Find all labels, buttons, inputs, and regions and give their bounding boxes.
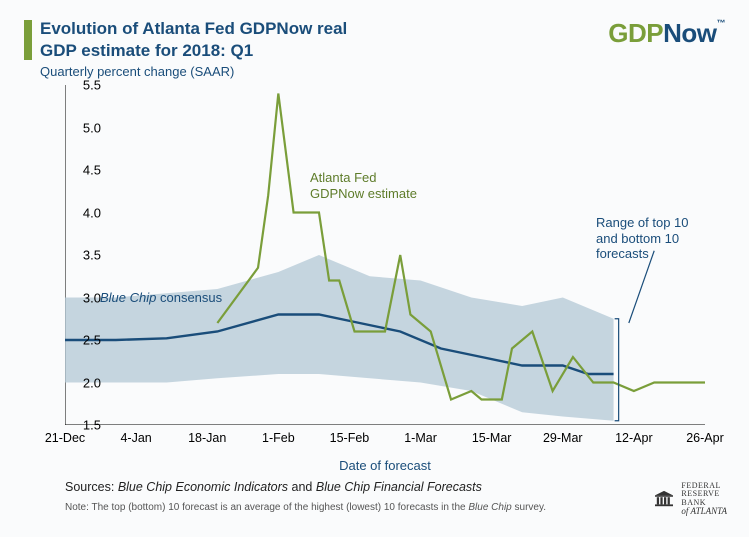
chart-annotation: Atlanta FedGDPNow estimate bbox=[310, 170, 417, 201]
y-tick-label: 5.5 bbox=[61, 78, 101, 93]
x-tick-label: 1-Mar bbox=[404, 431, 437, 445]
header: Evolution of Atlanta Fed GDPNow real GDP… bbox=[24, 18, 725, 79]
y-tick-label: 4.0 bbox=[61, 205, 101, 220]
x-axis-label: Date of forecast bbox=[65, 458, 705, 473]
fed-logo-text: FEDERAL RESERVE BANK of ATLANTA bbox=[681, 482, 727, 517]
x-tick-label: 4-Jan bbox=[120, 431, 151, 445]
x-tick-label: 12-Apr bbox=[615, 431, 653, 445]
x-tick-label: 15-Feb bbox=[330, 431, 370, 445]
y-tick-label: 3.0 bbox=[61, 290, 101, 305]
x-tick-label: 15-Mar bbox=[472, 431, 512, 445]
x-tick-label: 21-Dec bbox=[45, 431, 85, 445]
chart-container: Evolution of Atlanta Fed GDPNow real GDP… bbox=[0, 0, 749, 537]
accent-bar-icon bbox=[24, 20, 32, 60]
chart-annotation: Range of top 10and bottom 10forecasts bbox=[596, 215, 689, 262]
y-tick-label: 2.0 bbox=[61, 375, 101, 390]
fed-logo: FEDERAL RESERVE BANK of ATLANTA bbox=[653, 482, 727, 517]
x-tick-label: 1-Feb bbox=[262, 431, 295, 445]
x-tick-label: 26-Apr bbox=[686, 431, 724, 445]
chart-title: Evolution of Atlanta Fed GDPNow real GDP… bbox=[40, 18, 347, 62]
sources-note: Note: The top (bottom) 10 forecast is an… bbox=[65, 502, 546, 513]
title-block: Evolution of Atlanta Fed GDPNow real GDP… bbox=[24, 18, 347, 79]
y-tick-label: 3.5 bbox=[61, 248, 101, 263]
x-tick-label: 18-Jan bbox=[188, 431, 226, 445]
gdpnow-logo: GDPNow™ bbox=[608, 18, 725, 49]
chart-annotation: Blue Chip consensus bbox=[100, 290, 222, 306]
fed-building-icon bbox=[653, 490, 675, 508]
y-tick-label: 4.5 bbox=[61, 163, 101, 178]
y-tick-label: 2.5 bbox=[61, 333, 101, 348]
sources-line: Sources: Blue Chip Economic Indicators a… bbox=[65, 480, 482, 494]
y-tick-label: 5.0 bbox=[61, 120, 101, 135]
x-tick-label: 29-Mar bbox=[543, 431, 583, 445]
